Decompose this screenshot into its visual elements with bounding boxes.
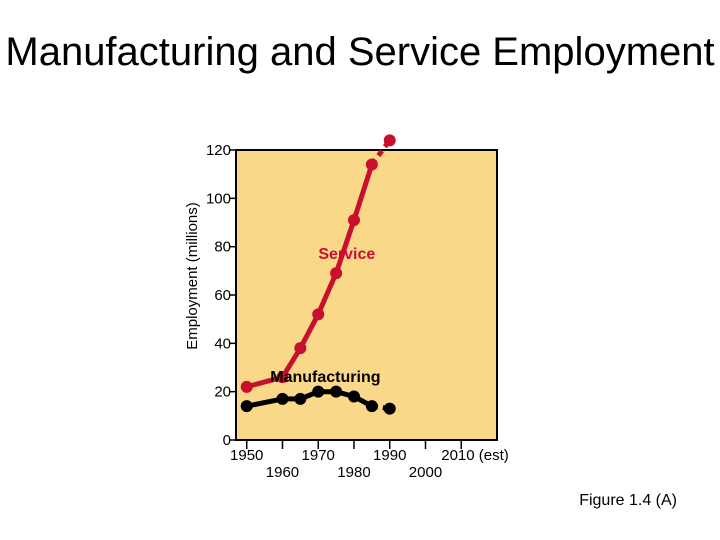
y-tick-label-100: 100 xyxy=(206,190,231,207)
service-point-1990 xyxy=(383,134,396,147)
x-tick-label-1990: 1990 xyxy=(373,447,406,464)
x-tick-label-1970: 1970 xyxy=(302,447,335,464)
x-tick-label-1960: 1960 xyxy=(266,464,299,481)
service-point-1965 xyxy=(294,342,307,355)
manufacturing-point-1950 xyxy=(240,400,253,413)
service-point-1960 xyxy=(276,371,289,384)
series-labels: Service Manufacturing xyxy=(270,246,380,386)
y-tick-label-40: 40 xyxy=(214,335,231,352)
x-tick-label-1950: 1950 xyxy=(230,447,263,464)
x-tick-label-1980: 1980 xyxy=(337,464,370,481)
manufacturing-point-1990 xyxy=(383,402,396,415)
y-tick-label-0: 0 xyxy=(223,432,231,449)
manufacturing-point-1985 xyxy=(365,400,378,413)
manufacturing-point-1970 xyxy=(312,385,325,398)
y-axis-label: Employment (millions) xyxy=(184,202,201,350)
plot-area xyxy=(235,149,498,441)
service-series-label: Service xyxy=(318,246,375,263)
y-tick-label-60: 60 xyxy=(214,287,231,304)
y-tick-label-80: 80 xyxy=(214,239,231,256)
manufacturing-point-1960 xyxy=(276,392,289,405)
x-tick-label-2010: 2010 (est) xyxy=(441,447,509,464)
service-point-1985 xyxy=(365,158,378,171)
manufacturing-series-label: Manufacturing xyxy=(270,369,380,386)
service-point-1970 xyxy=(312,308,325,321)
x-tick-label-2000: 2000 xyxy=(409,464,442,481)
y-axis: 0 20 40 60 80 100 120 xyxy=(206,142,236,449)
y-tick-label-20: 20 xyxy=(214,384,231,401)
series-group xyxy=(240,134,396,415)
service-point-1950 xyxy=(240,380,253,393)
manufacturing-point-1975 xyxy=(330,385,343,398)
figure-caption: Figure 1.4 (A) xyxy=(579,492,677,509)
manufacturing-point-1965 xyxy=(294,392,307,405)
y-tick-label-120: 120 xyxy=(206,142,231,159)
service-point-1975 xyxy=(330,267,343,280)
slide-title: Manufacturing and Service Employment xyxy=(5,30,715,74)
manufacturing-point-1980 xyxy=(347,390,360,403)
service-point-1980 xyxy=(347,214,360,227)
